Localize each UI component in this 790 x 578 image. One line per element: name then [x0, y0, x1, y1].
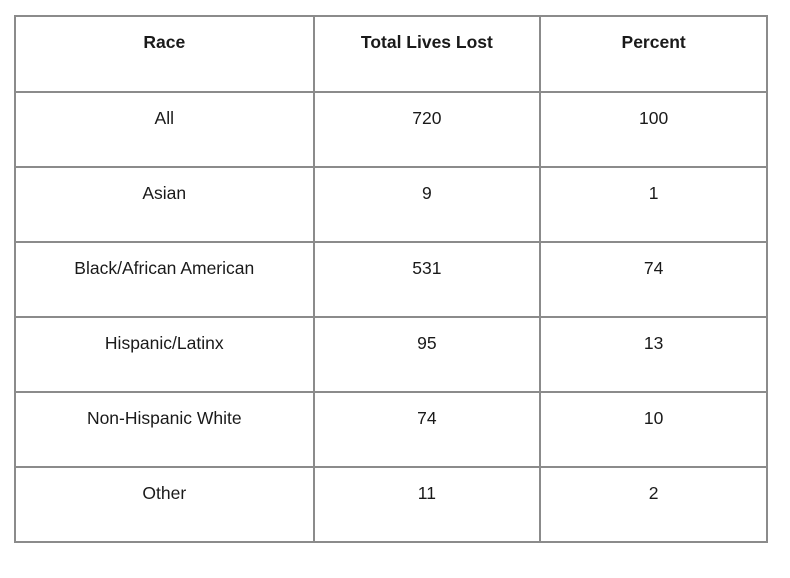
cell-race: Black/African American: [14, 241, 315, 318]
table-row: Hispanic/Latinx 95 13: [14, 316, 768, 393]
cell-total-lives-lost: 531: [312, 241, 542, 318]
cell-percent: 13: [539, 316, 768, 393]
cell-total-lives-lost: 720: [312, 91, 542, 168]
header-race: Race: [14, 15, 315, 93]
table-body: All 720 100 Asian 9 1 Black/African Amer…: [14, 91, 768, 543]
cell-race: Other: [14, 466, 315, 543]
header-row: Race Total Lives Lost Percent: [14, 15, 768, 93]
cell-race: Asian: [14, 166, 315, 243]
table-row: Non-Hispanic White 74 10: [14, 391, 768, 468]
cell-race: All: [14, 91, 315, 168]
cell-percent: 2: [539, 466, 768, 543]
cell-race: Non-Hispanic White: [14, 391, 315, 468]
header-percent: Percent: [539, 15, 768, 93]
header-total-lives-lost: Total Lives Lost: [312, 15, 542, 93]
cell-percent: 100: [539, 91, 768, 168]
cell-percent: 74: [539, 241, 768, 318]
table-row: Other 11 2: [14, 466, 768, 543]
cell-total-lives-lost: 9: [312, 166, 542, 243]
table-header: Race Total Lives Lost Percent: [14, 15, 768, 93]
cell-total-lives-lost: 95: [312, 316, 542, 393]
table-row: All 720 100: [14, 91, 768, 168]
cell-total-lives-lost: 11: [312, 466, 542, 543]
cell-total-lives-lost: 74: [312, 391, 542, 468]
race-lives-lost-table: Race Total Lives Lost Percent All 720 10…: [14, 15, 768, 543]
cell-race: Hispanic/Latinx: [14, 316, 315, 393]
cell-percent: 1: [539, 166, 768, 243]
cell-percent: 10: [539, 391, 768, 468]
table-row: Black/African American 531 74: [14, 241, 768, 318]
table-row: Asian 9 1: [14, 166, 768, 243]
